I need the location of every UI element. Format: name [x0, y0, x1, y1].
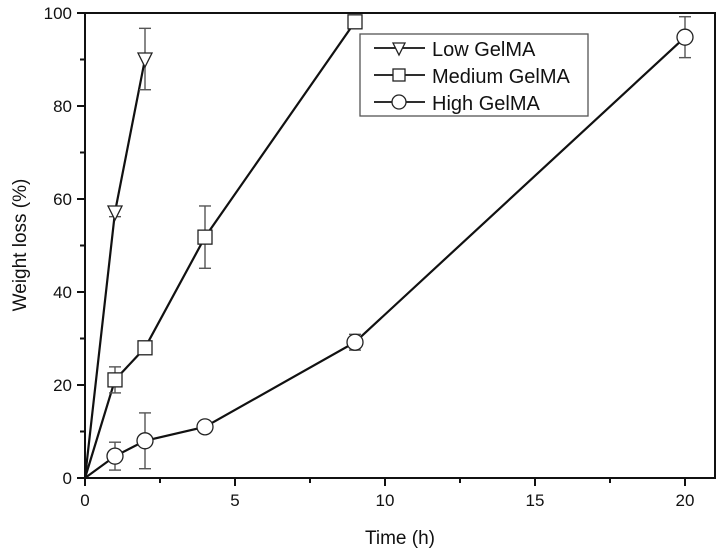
- legend: Low GelMA Medium GelMA High GelMA: [359, 33, 589, 117]
- axis-ticks: 0 5 10 15 20 0 20 40 60 80 100: [44, 4, 695, 510]
- square-marker-icon: [197, 229, 213, 245]
- triangle-down-marker-icon: [391, 42, 407, 57]
- y-axis-label: Weight loss (%): [10, 179, 31, 312]
- x-tick-label: 5: [230, 491, 239, 510]
- square-marker-icon: [347, 14, 363, 30]
- y-tick-label: 40: [53, 283, 72, 302]
- legend-label: Low GelMA: [432, 39, 536, 61]
- y-tick-label: 100: [44, 4, 72, 23]
- series-line: [83, 21, 356, 479]
- circle-marker-icon: [106, 447, 124, 465]
- legend-label: Medium GelMA: [432, 66, 570, 88]
- y-tick-label: 60: [53, 190, 72, 209]
- square-marker-icon: [392, 68, 406, 82]
- x-tick-label: 0: [80, 491, 89, 510]
- y-tick-label: 20: [53, 376, 72, 395]
- triangle-down-marker-icon: [106, 205, 124, 222]
- triangle-down-marker-icon: [136, 52, 154, 69]
- series-medium-gelma: [83, 14, 363, 479]
- x-tick-label: 15: [526, 491, 545, 510]
- series-high-gelma: [84, 16, 694, 479]
- circle-marker-icon: [196, 418, 214, 436]
- circle-marker-icon: [346, 333, 364, 351]
- legend-label: High GelMA: [432, 93, 540, 115]
- x-tick-label: 20: [676, 491, 695, 510]
- series-layer: [83, 14, 694, 479]
- series-line: [83, 58, 147, 479]
- x-tick-label: 10: [376, 491, 395, 510]
- y-tick-label: 80: [53, 97, 72, 116]
- circle-marker-icon: [136, 432, 154, 450]
- circle-marker-icon: [391, 94, 407, 110]
- series-low-gelma: [83, 27, 154, 479]
- y-tick-label: 0: [63, 469, 72, 488]
- square-marker-icon: [137, 340, 153, 356]
- square-marker-icon: [107, 372, 123, 388]
- circle-marker-icon: [676, 28, 694, 46]
- x-axis-label: Time (h): [365, 528, 435, 549]
